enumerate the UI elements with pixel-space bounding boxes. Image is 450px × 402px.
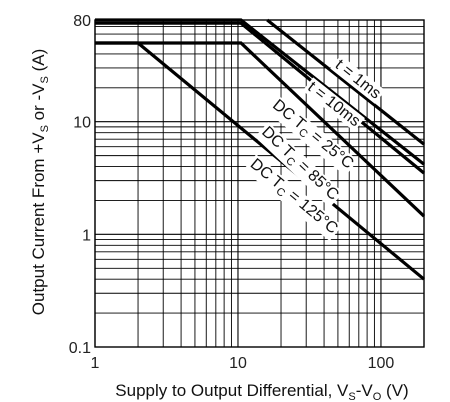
x-tick-labels: 1 10 100 <box>91 355 395 372</box>
y-tick-label: 10 <box>73 115 91 132</box>
curve-1 <box>266 18 425 146</box>
curve-label-bg <box>302 77 365 132</box>
y-tick-labels: 0.1 1 10 80 <box>69 13 91 357</box>
curve-2 <box>95 18 425 166</box>
x-tick-label: 10 <box>229 355 247 372</box>
curve-3 <box>95 21 426 175</box>
y-tick-label: 0.1 <box>69 340 91 357</box>
curve-4 <box>95 41 426 218</box>
x-axis-title: Supply to Output Differential, VS-VO (V) <box>115 381 408 402</box>
curve-label-bg <box>265 95 359 177</box>
plot-frame <box>94 19 425 348</box>
curve-label-bg <box>330 55 386 104</box>
x-tick-label: 1 <box>91 355 100 372</box>
x-tick-label: 100 <box>368 355 395 372</box>
y-tick-label: 1 <box>82 227 91 244</box>
curve-label-bg <box>254 122 344 208</box>
grid <box>94 19 425 348</box>
y-axis-title: Output Current From +VS or -VS (A) <box>29 49 51 315</box>
curve-label-bg <box>243 154 343 242</box>
curve-label: t = 1ms <box>332 56 384 102</box>
y-tick-label: 80 <box>73 13 91 30</box>
